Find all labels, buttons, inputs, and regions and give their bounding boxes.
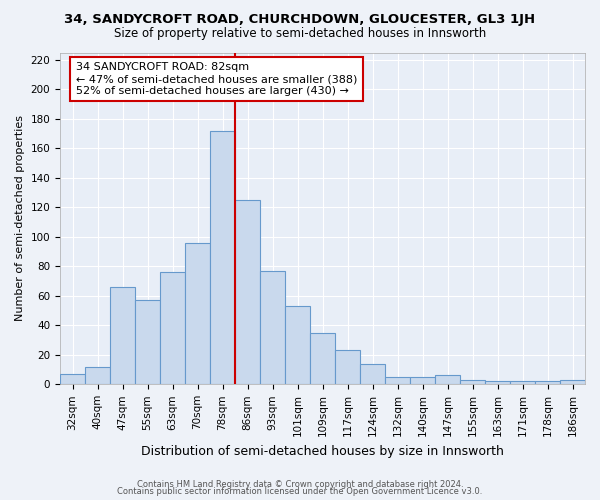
Bar (510, 382, 535, 384)
Bar (310, 332, 335, 384)
Bar (210, 130, 235, 384)
Bar (385, 377, 410, 384)
Bar (85, 366, 110, 384)
Bar (160, 272, 185, 384)
Text: Contains public sector information licensed under the Open Government Licence v3: Contains public sector information licen… (118, 487, 482, 496)
Bar (135, 300, 160, 384)
Bar (110, 287, 135, 384)
Text: 34, SANDYCROFT ROAD, CHURCHDOWN, GLOUCESTER, GL3 1JH: 34, SANDYCROFT ROAD, CHURCHDOWN, GLOUCES… (64, 12, 536, 26)
Bar (360, 364, 385, 384)
Bar (260, 271, 285, 384)
Text: Size of property relative to semi-detached houses in Innsworth: Size of property relative to semi-detach… (114, 28, 486, 40)
Text: Contains HM Land Registry data © Crown copyright and database right 2024.: Contains HM Land Registry data © Crown c… (137, 480, 463, 489)
Y-axis label: Number of semi-detached properties: Number of semi-detached properties (15, 116, 25, 322)
Bar (460, 380, 485, 384)
Bar (60, 374, 85, 384)
Bar (560, 380, 585, 384)
Bar (435, 376, 460, 384)
Bar (185, 242, 210, 384)
X-axis label: Distribution of semi-detached houses by size in Innsworth: Distribution of semi-detached houses by … (141, 444, 504, 458)
Bar (535, 382, 560, 384)
Bar (335, 350, 360, 384)
Bar (285, 306, 310, 384)
Bar (410, 377, 435, 384)
Bar (485, 382, 510, 384)
Text: 34 SANDYCROFT ROAD: 82sqm
← 47% of semi-detached houses are smaller (388)
52% of: 34 SANDYCROFT ROAD: 82sqm ← 47% of semi-… (76, 62, 357, 96)
Bar (235, 200, 260, 384)
